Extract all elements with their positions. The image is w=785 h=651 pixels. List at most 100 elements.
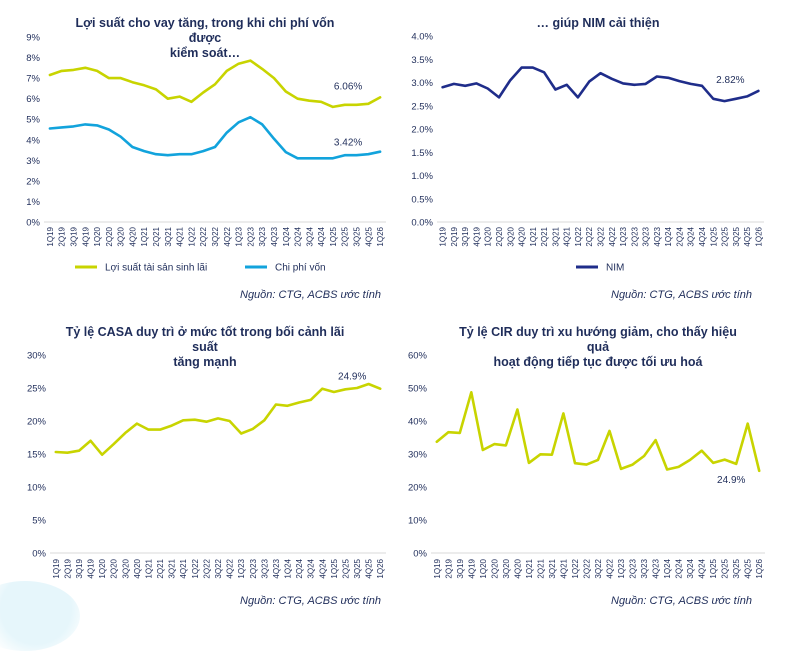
data-point	[309, 399, 312, 401]
end-value-label: 2.82%	[716, 75, 744, 86]
data-point	[298, 401, 300, 404]
data-point	[190, 153, 193, 155]
x-tick-label: 1Q19	[439, 226, 448, 246]
data-point	[147, 428, 150, 431]
source-note: Nguồn: CTG, ACBS ước tính	[240, 289, 381, 301]
x-tick-label: 3Q22	[594, 558, 603, 578]
y-tick-label: 30%	[408, 450, 428, 461]
data-point	[344, 388, 347, 391]
x-tick-label: 4Q20	[518, 226, 527, 246]
x-tick-label: 3Q22	[211, 226, 220, 246]
x-tick-label: 2Q25	[341, 226, 350, 246]
x-tick-label: 3Q23	[258, 226, 267, 246]
x-tick-label: 4Q21	[559, 558, 568, 578]
chart-title-casa: Tỷ lệ CASA duy trì ở mức tốt trong bối c…	[55, 325, 355, 370]
data-point	[194, 418, 196, 421]
data-point	[355, 104, 358, 106]
chart-title-line: tăng mạnh	[173, 355, 237, 369]
x-tick-label: 2Q24	[675, 558, 684, 578]
x-tick-label: 1Q25	[330, 558, 339, 578]
x-tick-label: 2Q22	[582, 558, 591, 578]
data-point	[379, 150, 381, 153]
y-tick-label: 4.0%	[411, 32, 433, 43]
data-point	[275, 403, 277, 406]
data-point	[170, 424, 173, 427]
x-tick-label: 3Q19	[461, 226, 470, 246]
data-point	[320, 157, 322, 160]
chart-panel-yield: Lợi suất cho vay tăng, trong khi chi phí…	[0, 0, 393, 305]
data-point	[356, 387, 358, 389]
data-point	[261, 123, 263, 126]
x-tick-label: 1Q19	[433, 558, 442, 578]
y-tick-label: 1%	[26, 197, 40, 208]
y-tick-label: 2.0%	[411, 125, 433, 136]
x-tick-label: 4Q25	[743, 226, 752, 246]
data-point	[249, 116, 252, 118]
x-tick-label: 4Q23	[272, 558, 281, 578]
y-tick-label: 2.5%	[411, 101, 433, 112]
legend-label: Chi phí vốn	[275, 262, 326, 274]
data-point	[622, 82, 624, 85]
x-tick-label: 2Q25	[721, 226, 730, 246]
x-tick-label: 4Q19	[467, 558, 476, 578]
x-tick-label: 1Q24	[282, 226, 291, 246]
data-point	[367, 103, 370, 105]
y-tick-label: 25%	[27, 384, 47, 395]
data-point	[167, 97, 169, 100]
y-tick-label: 5%	[32, 516, 46, 527]
x-tick-label: 3Q24	[307, 558, 316, 578]
x-tick-label: 3Q22	[597, 226, 606, 246]
y-tick-label: 10%	[27, 483, 47, 494]
data-point	[155, 88, 157, 91]
x-tick-label: 2Q19	[444, 558, 453, 578]
data-point	[225, 70, 228, 72]
data-point	[532, 66, 534, 69]
data-point	[217, 417, 219, 420]
data-point	[159, 428, 161, 431]
x-tick-label: 1Q20	[484, 226, 493, 246]
data-point	[678, 80, 681, 82]
data-point	[597, 459, 599, 461]
x-tick-label: 2Q22	[199, 226, 208, 246]
y-tick-label: 0.0%	[411, 218, 433, 229]
data-point	[585, 463, 588, 466]
data-point	[677, 466, 680, 468]
data-point	[143, 84, 146, 87]
y-tick-label: 1.0%	[411, 171, 433, 182]
data-point	[666, 468, 668, 471]
x-tick-label: 4Q25	[364, 226, 373, 246]
data-point	[528, 462, 530, 464]
data-point	[89, 440, 92, 442]
data-point	[608, 430, 611, 432]
x-tick-label: 1Q26	[376, 226, 385, 246]
data-point	[656, 75, 658, 78]
data-point	[240, 432, 242, 435]
data-point	[689, 83, 692, 85]
data-point	[447, 431, 450, 434]
data-point	[475, 82, 478, 85]
data-point	[308, 99, 311, 102]
end-value-label: 6.06%	[334, 81, 362, 92]
y-tick-label: 2%	[26, 176, 40, 187]
chart-title-yield: Lợi suất cho vay tăng, trong khi chi phí…	[60, 16, 350, 61]
data-point	[167, 154, 169, 156]
data-point	[96, 124, 98, 127]
data-point	[60, 126, 63, 129]
data-point	[562, 412, 565, 415]
x-tick-label: 2Q24	[295, 558, 304, 578]
chart-title-cir: Tỷ lệ CIR duy trì xu hướng giảm, cho thấ…	[448, 325, 748, 370]
x-tick-label: 1Q23	[237, 558, 246, 578]
data-point	[237, 121, 240, 124]
y-tick-label: 3.0%	[411, 78, 433, 89]
data-point	[60, 70, 63, 72]
y-tick-label: 6%	[26, 94, 40, 105]
x-tick-label: 4Q19	[87, 558, 96, 578]
x-tick-label: 1Q22	[187, 226, 196, 246]
x-tick-label: 1Q25	[329, 226, 338, 246]
x-tick-label: 4Q20	[128, 226, 137, 246]
data-point	[505, 444, 507, 447]
x-tick-label: 3Q20	[117, 226, 126, 246]
chart-title-nim: … giúp NIM cải thiện	[453, 16, 743, 31]
x-tick-label: 2Q19	[63, 558, 72, 578]
y-tick-label: 5%	[26, 115, 40, 126]
